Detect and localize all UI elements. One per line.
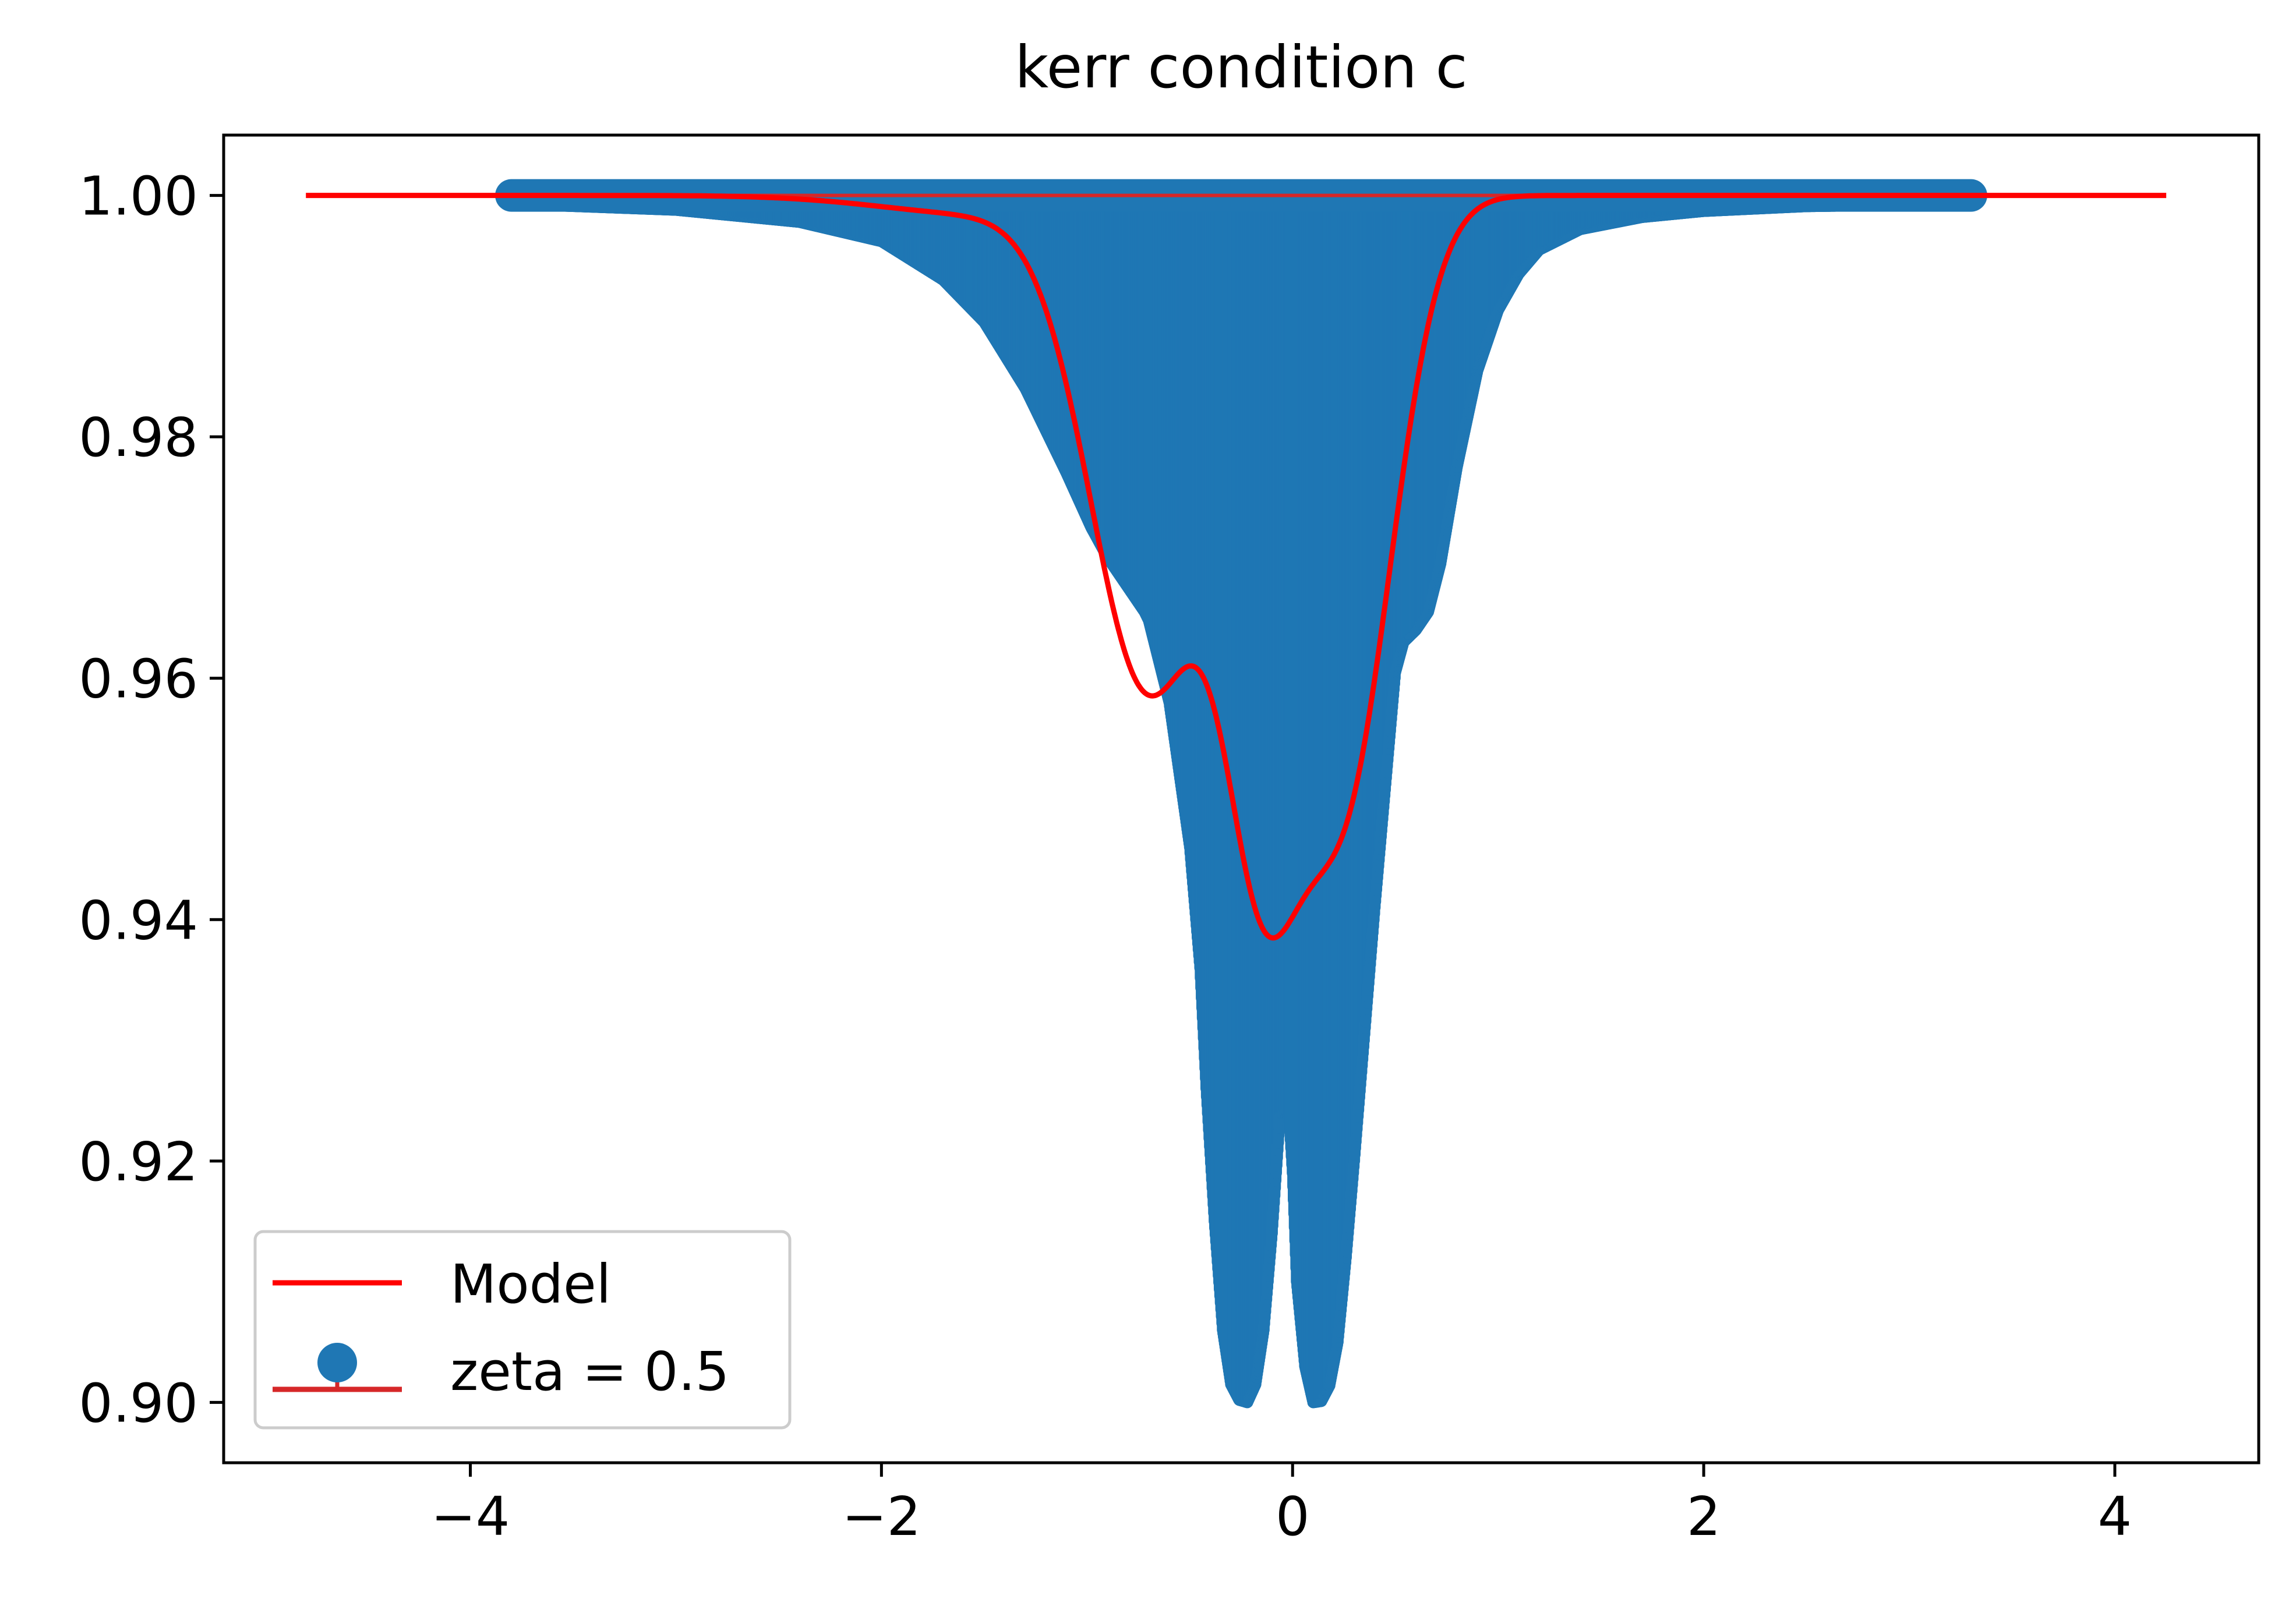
legend-model-label: Model [450, 1253, 611, 1315]
x-tick-label: 4 [2098, 1485, 2132, 1548]
legend: Model zeta = 0.5 [253, 1230, 792, 1430]
y-tick-label: 1.00 [79, 165, 198, 228]
y-tick-label: 0.98 [79, 406, 198, 469]
x-axis: −4 −2 0 2 4 [431, 1463, 2132, 1548]
x-tick-label: −2 [842, 1485, 921, 1548]
x-tick-label: 0 [1276, 1485, 1310, 1548]
y-axis: 0.90 0.92 0.94 0.96 0.98 1.00 [79, 165, 224, 1434]
x-tick-label: −4 [431, 1485, 510, 1548]
plot-area [305, 179, 2167, 1409]
model-line [305, 193, 2167, 941]
y-tick-label: 0.90 [79, 1372, 198, 1434]
y-tick-label: 0.94 [79, 889, 198, 951]
y-tick-label: 0.92 [79, 1131, 198, 1193]
plot-frame [222, 133, 2260, 1464]
legend-zeta-marker [317, 1343, 357, 1382]
legend-zeta-label: zeta = 0.5 [450, 1340, 729, 1403]
scatter-series [495, 179, 1987, 1409]
y-tick-label: 0.96 [79, 648, 198, 710]
chart-title: kerr condition c [1015, 33, 1467, 101]
x-tick-label: 2 [1687, 1485, 1721, 1548]
